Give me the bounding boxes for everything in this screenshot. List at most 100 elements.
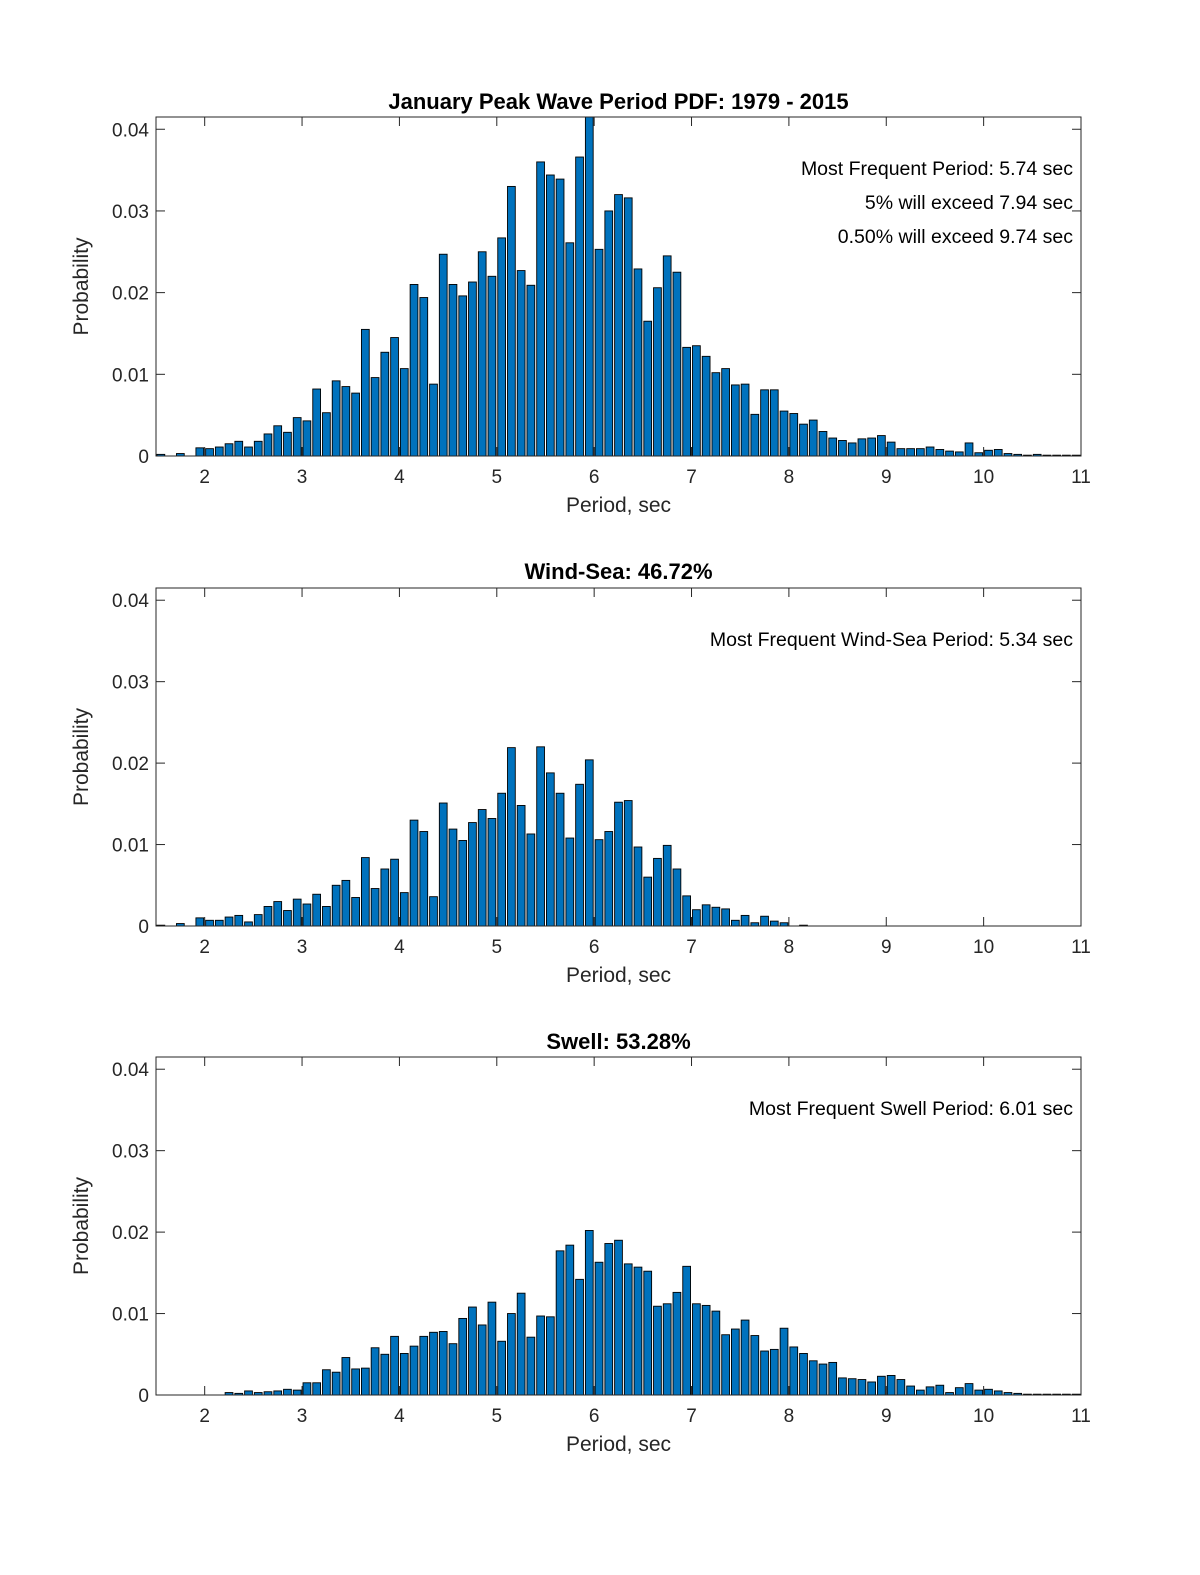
bar [331, 380, 341, 457]
bar [604, 210, 614, 457]
y-tick-label: 0.03 [112, 1142, 149, 1163]
bar [633, 268, 643, 457]
bar [273, 425, 283, 457]
bar [682, 346, 692, 457]
bar [594, 248, 604, 457]
bar [877, 435, 886, 457]
bar [604, 1243, 614, 1396]
bar [974, 1389, 984, 1396]
y-tick-label: 0 [138, 917, 149, 938]
bar [507, 185, 516, 457]
bar [438, 253, 448, 457]
bar [779, 1327, 789, 1396]
x-tick-label: 7 [686, 937, 697, 958]
bar [302, 1382, 312, 1396]
bar [623, 800, 633, 927]
bar [565, 837, 575, 927]
chart-title: January Peak Wave Period PDF: 1979 - 201… [388, 89, 848, 114]
bar [886, 1374, 896, 1396]
bar [380, 868, 390, 927]
bar [253, 914, 263, 927]
annotation: 5% will exceed 7.94 sec [865, 192, 1073, 214]
bar [399, 1353, 409, 1396]
bar [263, 433, 273, 457]
bar [419, 297, 429, 457]
x-tick-label: 2 [199, 467, 210, 488]
bar [526, 284, 536, 457]
bar [312, 893, 322, 927]
bar [244, 446, 253, 457]
bar [838, 440, 847, 457]
annotation: Most Frequent Swell Period: 6.01 sec [749, 1098, 1073, 1120]
bar [565, 242, 575, 457]
bar [633, 1266, 643, 1396]
bar [925, 446, 935, 457]
bar [253, 440, 263, 457]
bar [886, 441, 896, 457]
bar [302, 903, 312, 927]
bar [292, 1389, 302, 1396]
bar [594, 839, 604, 927]
x-tick-label: 4 [394, 937, 405, 958]
bar [292, 417, 302, 457]
bar [916, 1389, 925, 1396]
bar [653, 857, 662, 927]
bar [536, 1315, 545, 1396]
bar [419, 831, 429, 927]
x-tick-label: 8 [784, 937, 795, 958]
y-tick-label: 0 [138, 1386, 149, 1407]
bar [594, 1261, 604, 1396]
bar [575, 783, 584, 927]
x-tick-label: 11 [1071, 467, 1091, 488]
bar [808, 1360, 818, 1396]
bar [263, 906, 273, 927]
bar [234, 914, 244, 927]
bar [341, 386, 351, 457]
bar [409, 284, 419, 457]
bar [769, 1348, 779, 1396]
bar [779, 410, 789, 457]
x-tick-label: 3 [297, 467, 308, 488]
bar [799, 1353, 808, 1396]
bar [984, 1388, 993, 1396]
bar [331, 1371, 341, 1396]
annotation: Most Frequent Period: 5.74 sec [801, 158, 1073, 180]
bar [341, 1357, 351, 1396]
bar [322, 412, 331, 457]
bar [662, 255, 672, 457]
axes-box [155, 1056, 1082, 1396]
y-tick-label: 0 [138, 447, 149, 468]
bar [526, 1336, 536, 1396]
y-axis-label: Probability [70, 707, 93, 806]
bar [370, 377, 380, 457]
bar [896, 1379, 906, 1396]
bar [867, 1381, 877, 1396]
x-tick-label: 9 [881, 937, 892, 958]
bar [740, 914, 750, 927]
bar [399, 892, 409, 927]
bar [623, 1263, 633, 1396]
bar [322, 906, 331, 927]
bar [584, 759, 594, 927]
bar [536, 746, 545, 927]
y-tick-label: 0.01 [112, 365, 149, 386]
axes-box [155, 587, 1082, 927]
bar [731, 384, 740, 457]
bar [399, 368, 409, 457]
bar [526, 833, 536, 927]
bar [760, 389, 769, 457]
bar [614, 194, 623, 457]
bar [857, 1379, 867, 1396]
bar [906, 448, 915, 457]
bar [448, 828, 458, 927]
bar [351, 1368, 360, 1396]
bar [438, 802, 448, 927]
x-tick-label: 6 [589, 467, 600, 488]
bar [458, 840, 468, 927]
bar [789, 413, 799, 457]
bar [205, 919, 214, 927]
bar [575, 1278, 584, 1396]
bar [380, 1353, 390, 1396]
x-tick-label: 4 [394, 1406, 405, 1427]
bar [224, 443, 234, 457]
